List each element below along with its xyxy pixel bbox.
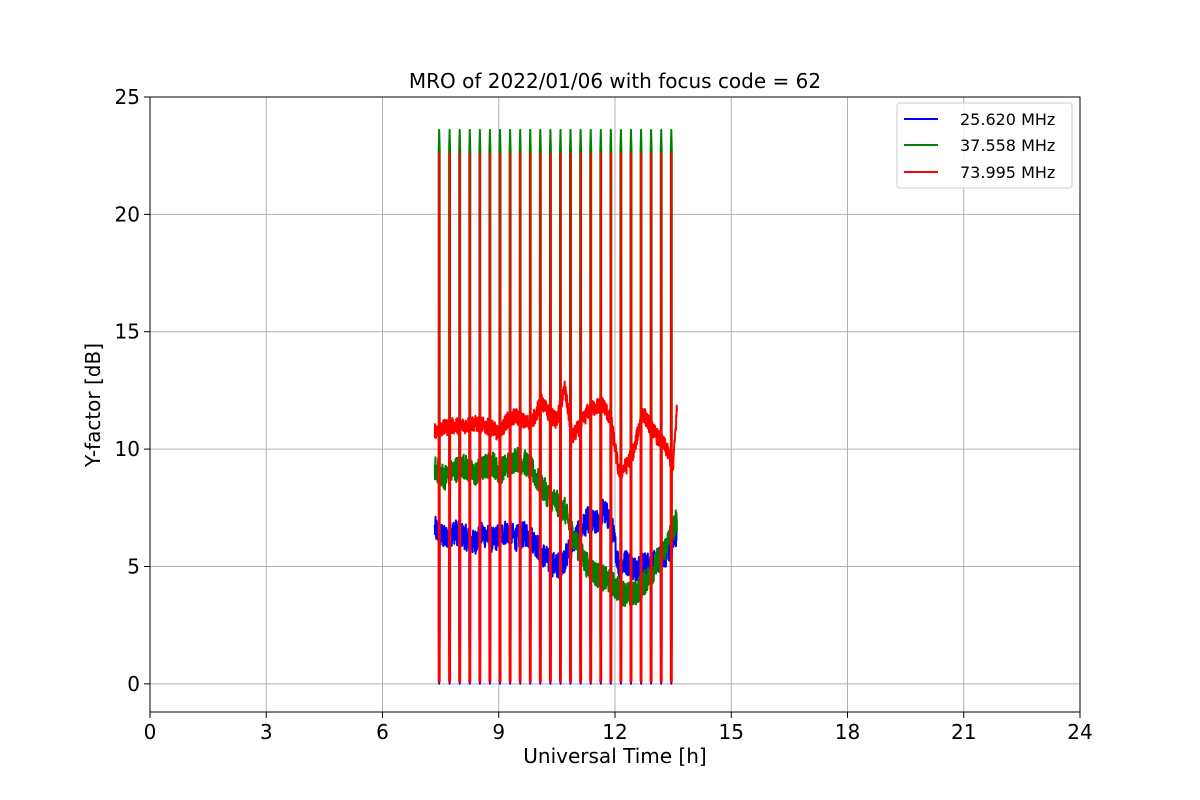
x-axis-title: Universal Time [h] <box>523 744 706 768</box>
series-line-37558 <box>433 128 678 607</box>
x-tick-label: 6 <box>376 720 389 744</box>
y-tick-label: 25 <box>115 85 140 109</box>
legend-label-73995: 73.995 MHz <box>960 163 1055 182</box>
x-tick-label: 12 <box>602 720 627 744</box>
x-tick-label: 15 <box>719 720 744 744</box>
chart-title: MRO of 2022/01/06 with focus code = 62 <box>409 69 821 93</box>
x-tick-label: 21 <box>951 720 976 744</box>
series-line-73995 <box>433 152 678 683</box>
y-tick-label: 20 <box>115 202 140 226</box>
series-layer <box>433 128 678 685</box>
y-tick-label: 15 <box>115 320 140 344</box>
x-tick-label: 9 <box>492 720 505 744</box>
plot-area: 0 3 6 9 12 15 18 21 24 0 5 10 15 20 25 <box>115 85 1093 744</box>
y-tick-label: 10 <box>115 437 140 461</box>
legend-label-37558: 37.558 MHz <box>960 136 1055 155</box>
legend-frame <box>896 102 1073 189</box>
legend-label-25620: 25.620 MHz <box>960 110 1055 129</box>
x-tick-label: 24 <box>1067 720 1092 744</box>
y-tick-label: 5 <box>127 554 140 578</box>
ticks: 0 3 6 9 12 15 18 21 24 0 5 10 15 20 25 <box>115 85 1093 744</box>
y-tick-label: 0 <box>127 672 140 696</box>
x-tick-label: 3 <box>260 720 273 744</box>
series-line-25620 <box>433 498 678 685</box>
legend: 25.620 MHz 37.558 MHz 73.995 MHz <box>896 102 1073 189</box>
x-tick-label: 18 <box>835 720 860 744</box>
x-tick-label: 0 <box>144 720 157 744</box>
y-axis-title: Y-factor [dB] <box>81 343 105 468</box>
